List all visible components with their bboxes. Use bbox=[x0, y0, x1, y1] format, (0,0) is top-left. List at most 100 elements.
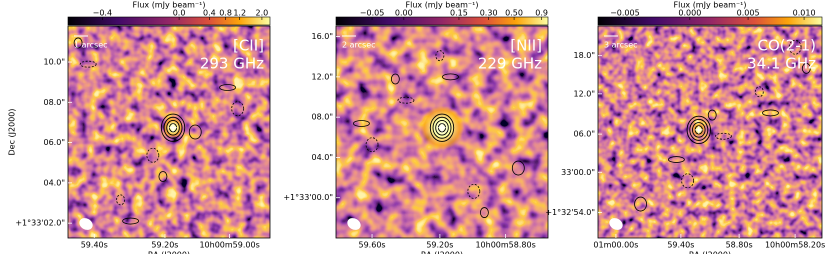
x-tick-label: 59.40s bbox=[667, 241, 694, 250]
contour bbox=[163, 116, 183, 139]
y-tick-label: 12.0" bbox=[312, 72, 334, 81]
contour bbox=[79, 60, 97, 68]
contour bbox=[692, 122, 706, 138]
colorbar-tick-label: 0.005 bbox=[737, 9, 760, 18]
x-axis-label: RA (J2000) bbox=[689, 251, 731, 255]
contour bbox=[429, 113, 455, 142]
colorbar-tick-label: 0.00 bbox=[395, 9, 413, 18]
contour bbox=[365, 137, 379, 153]
colorbar bbox=[597, 16, 823, 26]
colorbar-tick-label: 0.9 bbox=[535, 9, 548, 18]
contour bbox=[188, 124, 202, 140]
x-tick-label: 10h00m58.80s bbox=[475, 241, 535, 250]
contour bbox=[116, 194, 125, 206]
contour bbox=[754, 86, 764, 98]
frame bbox=[335, 25, 549, 239]
colorbar-tick-label: 0.50 bbox=[505, 9, 523, 18]
panel: 2 arcsec [NII]229 GHz Flux (mJy beam⁻¹) −0.… bbox=[283, 1, 549, 258]
colorbar bbox=[67, 16, 271, 26]
colorbar-tick-label: 2.0 bbox=[256, 9, 269, 18]
contour bbox=[467, 183, 481, 199]
y-tick-label: +1°33'00.0" bbox=[283, 193, 333, 202]
contour bbox=[511, 160, 525, 176]
colorbar-label: Flux (mJy beam⁻¹) bbox=[133, 1, 206, 10]
contour bbox=[634, 196, 647, 212]
panel: 3 arcsec CO(2-1)34.1 GHz Flux (mJy beam⁻¹)… bbox=[545, 1, 825, 258]
contour bbox=[353, 120, 370, 127]
colorbar-tick-label: 0.15 bbox=[450, 9, 468, 18]
contour bbox=[231, 101, 245, 117]
x-tick-label: 58.80s bbox=[726, 241, 753, 250]
x-tick-label: 59.20s bbox=[426, 241, 453, 250]
contour bbox=[397, 96, 415, 104]
x-tick-label: 10h00m58.20s bbox=[765, 241, 825, 250]
colorbar-tick-label: 0.30 bbox=[480, 9, 498, 18]
scale-label: 1 arcsec bbox=[74, 41, 108, 50]
line-label: CO(2-1) bbox=[758, 37, 816, 55]
y-tick-label: 06.0" bbox=[44, 138, 66, 147]
y-tick-label: 18.0" bbox=[574, 51, 596, 60]
colorbar-tick-label: 0.8 bbox=[219, 9, 232, 18]
y-tick-label: +1°32'54.0" bbox=[545, 208, 595, 217]
contour bbox=[715, 132, 732, 140]
freq-label: 229 GHz bbox=[478, 55, 542, 73]
colorbar-tick-label: 0.010 bbox=[793, 9, 816, 18]
x-tick-label: 59.40s bbox=[81, 241, 108, 250]
colorbar-tick-label: −0.4 bbox=[93, 9, 112, 18]
frame bbox=[597, 25, 823, 239]
contour bbox=[435, 119, 449, 136]
colorbar-tick-label: 0.0 bbox=[173, 9, 186, 18]
panel: 1 arcsec [CII]293 GHz Flux (mJy beam⁻¹) −0.… bbox=[8, 1, 271, 258]
beam bbox=[609, 218, 623, 230]
frame bbox=[67, 25, 271, 239]
contour bbox=[73, 37, 83, 49]
contour bbox=[432, 116, 452, 139]
y-tick-label: 33'00.0" bbox=[561, 168, 595, 177]
freq-label: 293 GHz bbox=[200, 55, 264, 73]
y-tick-label: 04.0" bbox=[312, 153, 334, 162]
freq-label: 34.1 GHz bbox=[747, 55, 816, 73]
colorbar bbox=[335, 16, 549, 26]
contour bbox=[479, 207, 489, 218]
contour bbox=[801, 63, 811, 74]
contour bbox=[689, 118, 709, 141]
y-tick-label: +1°33'02.0" bbox=[15, 219, 65, 228]
contour bbox=[681, 173, 694, 189]
contour bbox=[686, 115, 711, 144]
y-tick-label: 12.0" bbox=[574, 89, 596, 98]
line-label: [NII] bbox=[510, 37, 542, 55]
contour bbox=[219, 84, 236, 91]
y-axis-label: Dec (J2000) bbox=[8, 109, 17, 156]
contour bbox=[707, 109, 717, 121]
x-tick-label: 59.60s bbox=[359, 241, 386, 250]
y-tick-label: 10.0" bbox=[44, 58, 66, 67]
contour bbox=[788, 39, 802, 55]
beam bbox=[347, 218, 361, 230]
x-tick-label: 01m00.00s bbox=[593, 241, 638, 250]
scale-label: 2 arcsec bbox=[342, 41, 376, 50]
y-tick-label: 04.0" bbox=[44, 178, 66, 187]
contour bbox=[668, 156, 685, 163]
contour bbox=[166, 119, 180, 136]
x-tick-label: 59.20s bbox=[151, 241, 178, 250]
colorbar-tick-label: −0.005 bbox=[610, 9, 640, 18]
contour bbox=[146, 147, 160, 163]
contour bbox=[435, 50, 445, 62]
beam bbox=[79, 218, 93, 230]
colorbar-tick-label: −0.05 bbox=[360, 9, 385, 18]
colorbar-label: Flux (mJy beam⁻¹) bbox=[406, 1, 479, 10]
contour bbox=[158, 171, 168, 182]
x-axis-label: RA (J2000) bbox=[421, 251, 463, 255]
y-tick-label: 06.0" bbox=[574, 130, 596, 139]
contour bbox=[442, 73, 459, 81]
line-label: [CII] bbox=[233, 37, 264, 55]
contour bbox=[160, 113, 186, 142]
contour bbox=[762, 109, 779, 117]
colorbar-tick-label: 0.000 bbox=[678, 9, 701, 18]
contour bbox=[122, 217, 140, 225]
colorbar-label: Flux (mJy beam⁻¹) bbox=[674, 1, 747, 10]
contour bbox=[390, 73, 400, 85]
y-tick-label: 16.0" bbox=[312, 32, 334, 41]
scale-label: 3 arcsec bbox=[604, 41, 638, 50]
